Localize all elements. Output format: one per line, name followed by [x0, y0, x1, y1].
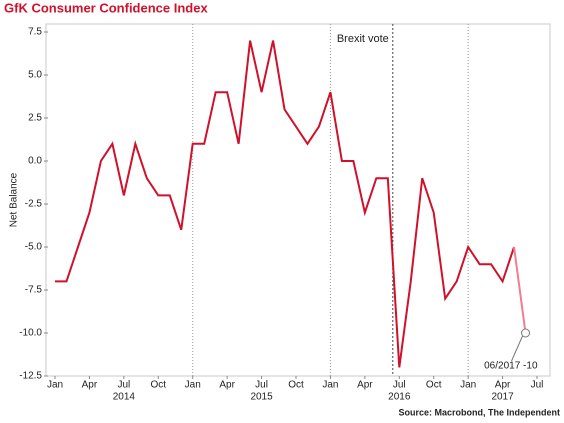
x-tick-label: Apr — [357, 380, 373, 391]
x-tick-label: Apr — [495, 380, 511, 391]
y-tick-label: 2.5 — [28, 113, 42, 124]
x-tick-label: Jul — [531, 380, 544, 391]
year-label: 2015 — [250, 392, 273, 403]
year-label: 2017 — [491, 392, 514, 403]
x-tick-label: Apr — [82, 380, 98, 391]
y-axis-label: Net Balance — [9, 172, 20, 227]
line-last-segment — [513, 246, 527, 334]
line — [55, 40, 515, 368]
annotation: 06/2017 -10 — [484, 361, 538, 372]
x-tick-label: Jul — [255, 380, 268, 391]
year-label: 2014 — [113, 392, 136, 403]
x-tick-label: Apr — [219, 380, 235, 391]
year-label: 2016 — [388, 392, 411, 403]
x-tick-label: Jul — [117, 380, 130, 391]
plot-frame — [45, 23, 551, 377]
x-tick-label: Oct — [151, 380, 167, 391]
x-tick-label: Jan — [185, 380, 201, 391]
y-tick-label: 0.0 — [28, 156, 42, 167]
source: Source: Macrobond, The Independent — [398, 407, 560, 417]
chart-title: GfK Consumer Confidence Index — [4, 0, 208, 15]
x-tick-label: Oct — [288, 380, 304, 391]
x-tick-label: Jan — [460, 380, 476, 391]
x-tick-label: Jul — [393, 380, 406, 391]
y-tick-label: -12.5 — [19, 371, 42, 382]
y-tick-label: 7.5 — [28, 27, 42, 38]
event-label: Brexit vote — [337, 33, 389, 45]
y-tick-label: -5.0 — [25, 242, 43, 253]
x-tick-label: Jan — [47, 380, 63, 391]
y-tick-label: 5.0 — [28, 70, 42, 81]
x-tick-label: Jan — [322, 380, 338, 391]
last-point-marker — [521, 328, 531, 338]
y-tick-label: -7.5 — [25, 285, 43, 296]
y-tick-label: -10.0 — [19, 328, 42, 339]
annotation-leader — [511, 335, 523, 362]
y-tick-label: -2.5 — [25, 199, 43, 210]
x-tick-label: Oct — [426, 380, 442, 391]
